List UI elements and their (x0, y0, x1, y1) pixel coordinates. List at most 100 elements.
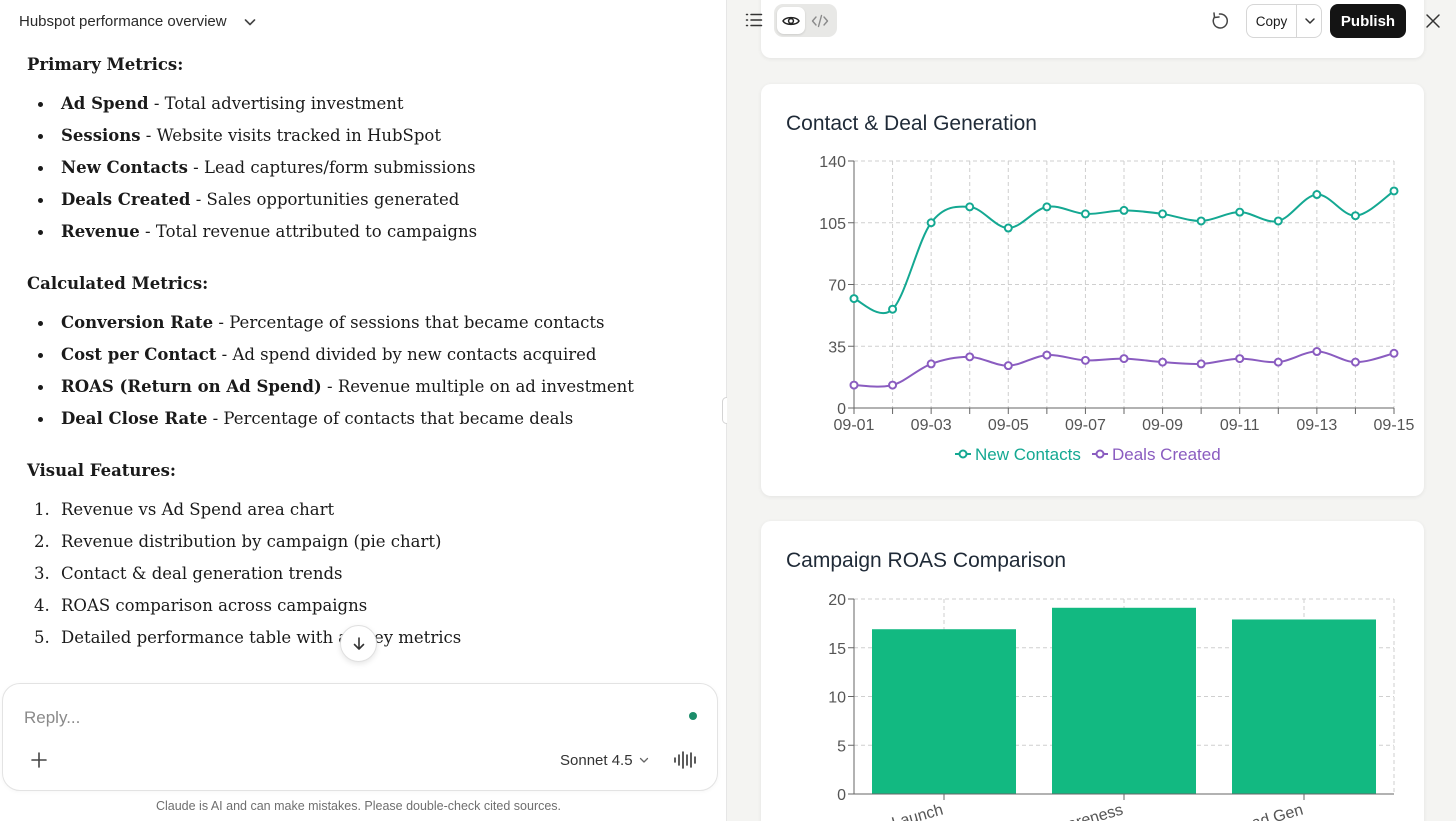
feature-text: Revenue distribution by campaign (pie ch… (61, 532, 442, 551)
code-button[interactable] (806, 7, 834, 34)
legend-label: New Contacts (975, 445, 1081, 464)
metric-term: Sessions (61, 126, 141, 145)
copy-button[interactable]: Copy (1247, 5, 1297, 37)
list-item: Cost per Contact - Ad spend divided by n… (27, 339, 707, 371)
section-heading: Primary Metrics: (27, 55, 184, 74)
chart-title: Campaign ROAS Comparison (786, 549, 1067, 572)
data-point (1196, 359, 1206, 369)
feature-text: Detailed performance table with all key … (61, 628, 462, 647)
x-tick-label: 09-15 (1374, 417, 1415, 434)
metric-term: Deals Created (61, 190, 191, 209)
y-tick-label: 0 (837, 401, 846, 418)
data-point (1003, 361, 1013, 371)
list-item: Deals Created - Sales opportunities gene… (27, 184, 707, 216)
data-point (1350, 211, 1360, 221)
metric-desc: - Total revenue attributed to campaigns (139, 222, 478, 241)
data-point (849, 294, 859, 304)
roas-bar (872, 629, 1016, 794)
y-tick-label: 70 (828, 278, 846, 295)
reply-input[interactable] (24, 704, 624, 732)
close-button[interactable] (1422, 10, 1444, 32)
calculated-metrics-list: Conversion Rate - Percentage of sessions… (27, 307, 707, 435)
x-tick-label: areness (1066, 802, 1125, 821)
publish-button[interactable]: Publish (1330, 4, 1406, 38)
artifact-toolbar: Copy Publish (727, 0, 1456, 42)
data-point (888, 304, 898, 314)
list-item: Sessions - Website visits tracked in Hub… (27, 120, 707, 152)
y-tick-label: 140 (819, 154, 846, 171)
data-point (926, 218, 936, 228)
chevron-down-icon (639, 757, 648, 763)
feature-text: ROAS comparison across campaigns (61, 596, 368, 615)
chat-header: Hubspot performance overview (0, 0, 727, 42)
data-point (1389, 348, 1399, 358)
data-point (1273, 216, 1283, 226)
eye-icon (782, 16, 800, 25)
data-point (1312, 190, 1322, 200)
data-point (849, 380, 859, 390)
plus-icon (31, 752, 47, 768)
y-tick-label: 10 (828, 690, 846, 707)
data-point (965, 202, 975, 212)
data-point (1350, 357, 1360, 367)
artifact-pane: Contact & Deal Generation 0 35 70 105 140 09-… (727, 0, 1456, 821)
refresh-button[interactable] (1208, 9, 1232, 33)
list-number: 1. (34, 500, 50, 519)
list-number: 5. (34, 628, 50, 647)
metric-term: ROAS (Return on Ad Spend) (61, 377, 322, 396)
preview-button[interactable] (777, 7, 805, 34)
metric-desc: - Revenue multiple on ad investment (321, 377, 634, 396)
list-item: Deal Close Rate - Percentage of contacts… (27, 403, 707, 435)
data-point (1158, 209, 1168, 219)
list-item: Ad Spend - Total advertising investment (27, 88, 707, 120)
data-point (965, 352, 975, 362)
list-number: 2. (34, 532, 50, 551)
x-tick-label: 09-13 (1296, 417, 1337, 434)
list-view-button[interactable] (743, 9, 765, 31)
feature-text: Revenue vs Ad Spend area chart (61, 500, 335, 519)
data-point (1312, 347, 1322, 357)
list-item: 3. Contact & deal generation trends (27, 558, 707, 590)
list-number: 3. (34, 564, 50, 583)
list-item: 1. Revenue vs Ad Spend area chart (27, 494, 707, 526)
chevron-down-icon[interactable] (243, 14, 257, 28)
copy-options-button[interactable] (1297, 5, 1322, 37)
metric-desc: - Lead captures/form submissions (187, 158, 476, 177)
data-point (1042, 202, 1052, 212)
x-tick-label: 09-09 (1142, 417, 1183, 434)
arrow-down-icon (353, 636, 364, 650)
scroll-to-bottom-button[interactable] (340, 625, 377, 662)
metric-term: New Contacts (61, 158, 188, 177)
add-attachment-button[interactable] (25, 746, 53, 774)
data-point (1119, 354, 1129, 364)
metric-desc: - Website visits tracked in HubSpot (140, 126, 441, 145)
code-icon (811, 14, 829, 27)
contact-deal-chart-card: Contact & Deal Generation 0 35 70 105 140 09-… (761, 84, 1424, 496)
data-point (1196, 216, 1206, 226)
list-item: ROAS (Return on Ad Spend) - Revenue mult… (27, 371, 707, 403)
metric-desc: - Percentage of sessions that became con… (213, 313, 605, 332)
view-toggle (774, 4, 837, 37)
metric-desc: - Percentage of contacts that became dea… (207, 409, 574, 428)
model-selector[interactable]: Sonnet 4.5 (560, 746, 649, 774)
section-heading: Visual Features: (27, 461, 176, 480)
legend-label: Deals Created (1112, 445, 1221, 464)
voice-mode-button[interactable] (671, 746, 699, 774)
data-point (1273, 357, 1283, 367)
x-tick-label: 09-01 (834, 417, 875, 434)
close-icon (1426, 14, 1440, 28)
chart-title: Contact & Deal Generation (786, 112, 1037, 135)
data-point (926, 359, 936, 369)
y-tick-label: 35 (828, 339, 846, 356)
legend-marker (958, 449, 968, 459)
chat-title[interactable]: Hubspot performance overview (19, 12, 227, 30)
data-point (1003, 223, 1013, 233)
metric-term: Cost per Contact (61, 345, 217, 364)
metric-term: Conversion Rate (61, 313, 214, 332)
legend-marker (1095, 449, 1105, 459)
data-point (888, 380, 898, 390)
metric-desc: - Sales opportunities generated (190, 190, 460, 209)
status-dot (689, 712, 697, 720)
x-tick-label: 09-03 (911, 417, 952, 434)
list-item: New Contacts - Lead captures/form submis… (27, 152, 707, 184)
